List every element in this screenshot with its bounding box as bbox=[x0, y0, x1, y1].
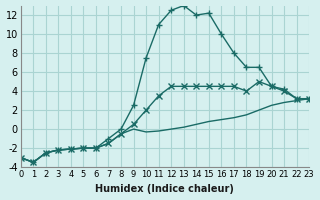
X-axis label: Humidex (Indice chaleur): Humidex (Indice chaleur) bbox=[95, 184, 234, 194]
